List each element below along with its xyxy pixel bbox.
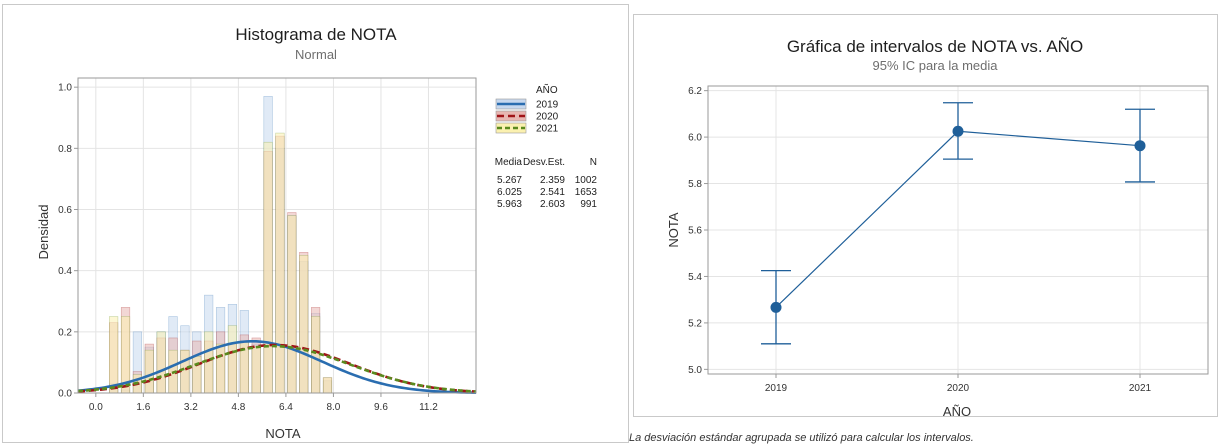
legend-title: AÑO — [536, 83, 558, 96]
legend-label-2020: 2020 — [536, 112, 559, 123]
legend-label-2021: 2021 — [536, 124, 559, 135]
histogram-bar-2021 — [263, 141, 273, 394]
histogram-x-axis-label: NOTA — [265, 426, 300, 441]
legend-label-2019: 2019 — [536, 100, 559, 111]
histogram-subtitle: Normal — [295, 47, 337, 62]
legend-swatch-2021 — [495, 122, 527, 134]
interval-subtitle: 95% IC para la media — [872, 58, 998, 73]
histogram-y-tick-label: 0.4 — [58, 266, 72, 277]
histogram-bar-2021 — [156, 331, 166, 394]
stats-header: N — [590, 157, 597, 168]
histogram-x-tick-label: 0.0 — [89, 402, 103, 413]
interval-x-tick-label: 2019 — [765, 383, 788, 394]
interval-y-axis-label: NOTA — [666, 212, 681, 247]
interval-chart: Gráfica de intervalos de NOTA vs. AÑO 95… — [633, 14, 1218, 419]
histogram-x-tick-label: 1.6 — [136, 402, 150, 413]
stats-cell: 5.963 — [497, 199, 522, 210]
mean-point-2019 — [770, 301, 782, 313]
footnote: La desviación estándar agrupada se utili… — [629, 432, 974, 444]
histogram-x-tick-label: 11.2 — [419, 402, 438, 413]
interval-y-tick-label: 6.2 — [688, 86, 702, 97]
stats-cell: 1002 — [575, 175, 598, 186]
histogram-y-tick-label: 0.0 — [58, 389, 72, 400]
stats-cell: 6.025 — [497, 187, 522, 198]
histogram-bar-2021 — [144, 349, 154, 394]
interval-y-tick-label: 5.8 — [688, 179, 702, 190]
histogram-bar-2021 — [287, 215, 297, 394]
histogram-y-axis-label: Densidad — [36, 205, 51, 260]
histogram-x-tick-label: 8.0 — [326, 402, 340, 413]
histogram-bar-2021 — [299, 255, 309, 394]
stats-cell: 2.541 — [540, 187, 565, 198]
histogram-bar-2021 — [215, 343, 226, 394]
histogram-bar-2021 — [109, 316, 119, 394]
histogram-bar-2021 — [180, 349, 190, 394]
stats-cell: 991 — [580, 199, 597, 210]
normal-curve-2019 — [77, 339, 477, 394]
interval-y-tick-label: 5.2 — [688, 318, 702, 329]
histogram-plot-frame — [77, 77, 477, 394]
interval-y-tick-label: 6.0 — [688, 133, 702, 144]
histogram-title: Histograma de NOTA — [235, 25, 397, 44]
histogram-y-tick-label: 0.6 — [58, 205, 72, 216]
interval-x-tick-label: 2020 — [947, 383, 970, 394]
stats-header: Media — [495, 157, 523, 168]
stats-cell: 1653 — [575, 187, 598, 198]
histogram-x-tick-label: 6.4 — [279, 402, 293, 413]
histogram-bar-2021 — [275, 132, 285, 394]
interval-y-tick-label: 5.4 — [688, 272, 702, 283]
histogram-bar-2021 — [311, 316, 321, 394]
interval-title: Gráfica de intervalos de NOTA vs. AÑO — [787, 37, 1083, 56]
interval-y-tick-label: 5.0 — [688, 365, 702, 376]
normal-curve-2021 — [77, 344, 477, 393]
stats-header: Desv.Est. — [523, 157, 565, 168]
stats-table: Media Desv.Est. N 5.267 2.359 1002 6.025 2.541 1… — [495, 157, 598, 210]
histogram-x-tick-label: 3.2 — [184, 402, 198, 413]
interval-panel — [633, 14, 1218, 417]
mean-point-2021 — [1134, 140, 1146, 152]
histogram-y-tick-label: 1.0 — [58, 83, 72, 94]
mean-point-2020 — [952, 125, 964, 137]
histogram-y-tick-label: 0.8 — [58, 144, 72, 155]
interval-y-tick-label: 5.6 — [688, 226, 702, 237]
interval-x-tick-label: 2021 — [1129, 383, 1152, 394]
stats-cell: 2.603 — [540, 199, 565, 210]
histogram-bar-2021 — [204, 331, 214, 394]
histogram-x-tick-label: 9.6 — [374, 402, 388, 413]
histogram-x-tick-label: 4.8 — [231, 402, 245, 413]
stats-cell: 5.267 — [497, 175, 522, 186]
histogram-chart: Histograma de NOTA Normal NOTA Densidad … — [2, 4, 629, 443]
histogram-y-tick-label: 0.2 — [58, 327, 72, 338]
histogram-bar-2021 — [251, 346, 261, 394]
stats-cell: 2.359 — [540, 175, 565, 186]
interval-x-axis-label: AÑO — [943, 404, 971, 419]
histogram-bar-2021 — [322, 377, 333, 394]
histogram-bar-2021 — [192, 355, 202, 394]
histogram-bar-2021 — [227, 325, 238, 394]
